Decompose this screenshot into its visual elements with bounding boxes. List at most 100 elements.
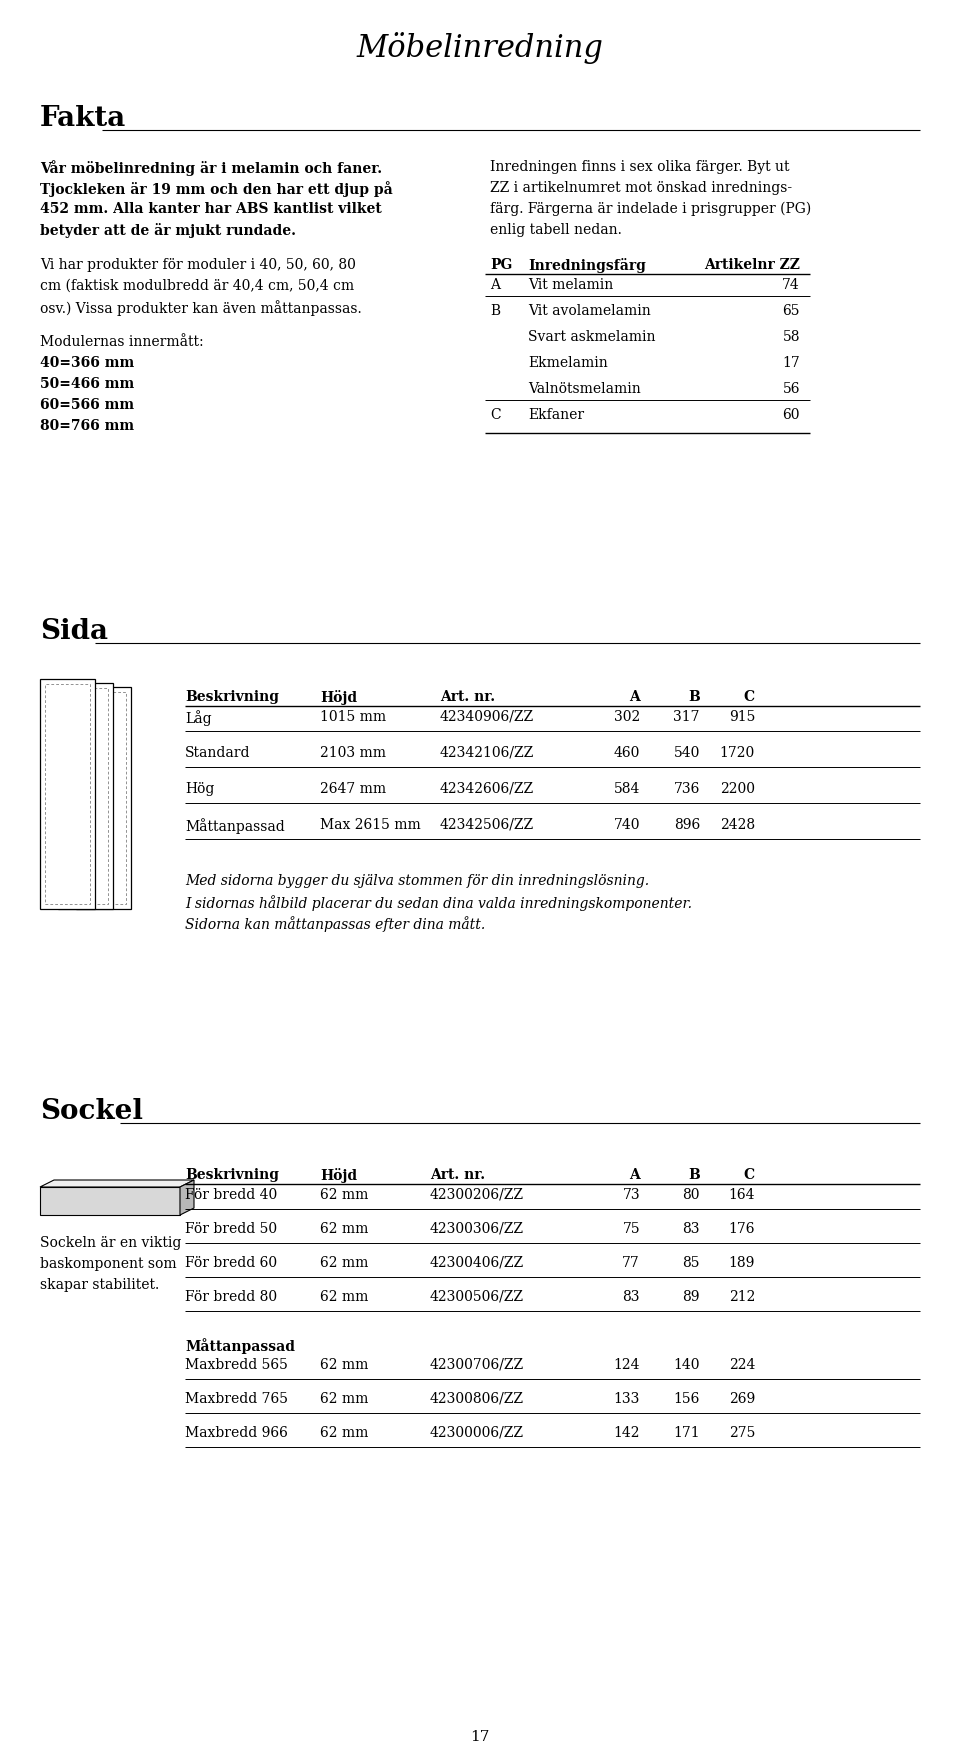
- Text: B: B: [688, 1167, 700, 1181]
- Text: Vit avolamelamin: Vit avolamelamin: [528, 304, 651, 318]
- Text: baskomponent som: baskomponent som: [40, 1257, 177, 1271]
- Text: 189: 189: [729, 1255, 755, 1269]
- Text: 42340906/ZZ: 42340906/ZZ: [440, 709, 534, 723]
- Text: Sockeln är en viktig: Sockeln är en viktig: [40, 1236, 181, 1250]
- Text: 164: 164: [729, 1188, 755, 1202]
- Text: B: B: [490, 304, 500, 318]
- Text: 133: 133: [613, 1392, 640, 1406]
- Text: 80: 80: [683, 1188, 700, 1202]
- Text: C: C: [744, 1167, 755, 1181]
- Text: Modulernas innermått:: Modulernas innermått:: [40, 335, 204, 349]
- Text: Maxbredd 765: Maxbredd 765: [185, 1392, 288, 1406]
- Text: 896: 896: [674, 818, 700, 832]
- Text: Måttanpassad: Måttanpassad: [185, 1337, 295, 1353]
- Text: 2200: 2200: [720, 781, 755, 795]
- Polygon shape: [180, 1181, 194, 1214]
- Text: 75: 75: [622, 1221, 640, 1236]
- Text: 42300506/ZZ: 42300506/ZZ: [430, 1290, 524, 1304]
- Text: Vit melamin: Vit melamin: [528, 277, 613, 291]
- Text: 65: 65: [782, 304, 800, 318]
- Text: Låg: Låg: [185, 709, 211, 725]
- Text: Sida: Sida: [40, 618, 108, 644]
- Text: 17: 17: [782, 356, 800, 370]
- Text: 42342506/ZZ: 42342506/ZZ: [440, 818, 534, 832]
- Text: 85: 85: [683, 1255, 700, 1269]
- Text: Art. nr.: Art. nr.: [440, 690, 495, 704]
- Text: 212: 212: [729, 1290, 755, 1304]
- Text: 62 mm: 62 mm: [320, 1290, 369, 1304]
- Text: 140: 140: [674, 1357, 700, 1371]
- Text: 275: 275: [729, 1425, 755, 1439]
- Text: Sidorna kan måttanpassas efter dina mått.: Sidorna kan måttanpassas efter dina mått…: [185, 916, 485, 932]
- Text: 176: 176: [729, 1221, 755, 1236]
- Text: För bredd 60: För bredd 60: [185, 1255, 277, 1269]
- Text: 60=566 mm: 60=566 mm: [40, 398, 134, 412]
- Text: 62 mm: 62 mm: [320, 1255, 369, 1269]
- Bar: [81, 693, 126, 904]
- Text: 58: 58: [782, 330, 800, 344]
- Text: B: B: [688, 690, 700, 704]
- Text: 56: 56: [782, 383, 800, 397]
- Text: 62 mm: 62 mm: [320, 1188, 369, 1202]
- Text: 60: 60: [782, 407, 800, 421]
- Text: För bredd 40: För bredd 40: [185, 1188, 277, 1202]
- Text: 17: 17: [470, 1729, 490, 1743]
- Text: 1720: 1720: [720, 746, 755, 760]
- Text: Svart askmelamin: Svart askmelamin: [528, 330, 656, 344]
- Text: För bredd 80: För bredd 80: [185, 1290, 277, 1304]
- Text: 317: 317: [674, 709, 700, 723]
- Text: 74: 74: [782, 277, 800, 291]
- Text: 2103 mm: 2103 mm: [320, 746, 386, 760]
- Text: 269: 269: [729, 1392, 755, 1406]
- Text: 80=766 mm: 80=766 mm: [40, 419, 134, 433]
- Bar: [63, 688, 108, 904]
- Text: 73: 73: [622, 1188, 640, 1202]
- Polygon shape: [40, 1188, 180, 1214]
- Text: 77: 77: [622, 1255, 640, 1269]
- Text: Inredningsfärg: Inredningsfärg: [528, 258, 646, 272]
- Text: A: A: [629, 1167, 640, 1181]
- Text: cm (faktisk modulbredd är 40,4 cm, 50,4 cm: cm (faktisk modulbredd är 40,4 cm, 50,4 …: [40, 279, 354, 293]
- Text: 62 mm: 62 mm: [320, 1425, 369, 1439]
- Text: 302: 302: [613, 709, 640, 723]
- Text: PG: PG: [490, 258, 513, 272]
- Text: A: A: [629, 690, 640, 704]
- Text: Inredningen finns i sex olika färger. Byt ut: Inredningen finns i sex olika färger. By…: [490, 160, 789, 174]
- Text: betyder att de är mjukt rundade.: betyder att de är mjukt rundade.: [40, 223, 296, 239]
- Text: C: C: [490, 407, 500, 421]
- Text: Beskrivning: Beskrivning: [185, 1167, 279, 1181]
- Bar: [40, 679, 95, 909]
- Text: Med sidorna bygger du själva stommen för din inredningslösning.: Med sidorna bygger du själva stommen för…: [185, 874, 649, 888]
- Text: Fakta: Fakta: [40, 105, 127, 132]
- Bar: [76, 688, 131, 909]
- Text: Max 2615 mm: Max 2615 mm: [320, 818, 420, 832]
- Text: Höjd: Höjd: [320, 1167, 357, 1183]
- Text: 156: 156: [674, 1392, 700, 1406]
- Text: 42300806/ZZ: 42300806/ZZ: [430, 1392, 524, 1406]
- Text: Sockel: Sockel: [40, 1097, 143, 1125]
- Text: Valnötsmelamin: Valnötsmelamin: [528, 383, 640, 397]
- Text: 915: 915: [729, 709, 755, 723]
- Text: 142: 142: [613, 1425, 640, 1439]
- Polygon shape: [40, 1181, 194, 1188]
- Text: Tjockleken är 19 mm och den har ett djup på: Tjockleken är 19 mm och den har ett djup…: [40, 181, 393, 197]
- Text: Måttanpassad: Måttanpassad: [185, 818, 285, 834]
- Text: 89: 89: [683, 1290, 700, 1304]
- Text: skapar stabilitet.: skapar stabilitet.: [40, 1278, 159, 1292]
- Text: 62 mm: 62 mm: [320, 1357, 369, 1371]
- Text: För bredd 50: För bredd 50: [185, 1221, 277, 1236]
- Text: A: A: [490, 277, 500, 291]
- Text: 62 mm: 62 mm: [320, 1221, 369, 1236]
- Text: 2428: 2428: [720, 818, 755, 832]
- Text: Art. nr.: Art. nr.: [430, 1167, 485, 1181]
- Text: Maxbredd 966: Maxbredd 966: [185, 1425, 288, 1439]
- Text: Maxbredd 565: Maxbredd 565: [185, 1357, 288, 1371]
- Text: 171: 171: [673, 1425, 700, 1439]
- Text: Vår möbelinredning är i melamin och faner.: Vår möbelinredning är i melamin och fane…: [40, 160, 382, 176]
- Text: 42342106/ZZ: 42342106/ZZ: [440, 746, 535, 760]
- Text: 83: 83: [683, 1221, 700, 1236]
- Text: 452 mm. Alla kanter har ABS kantlist vilket: 452 mm. Alla kanter har ABS kantlist vil…: [40, 202, 382, 216]
- Text: 1015 mm: 1015 mm: [320, 709, 386, 723]
- Text: 42300406/ZZ: 42300406/ZZ: [430, 1255, 524, 1269]
- Text: Artikelnr ZZ: Artikelnr ZZ: [704, 258, 800, 272]
